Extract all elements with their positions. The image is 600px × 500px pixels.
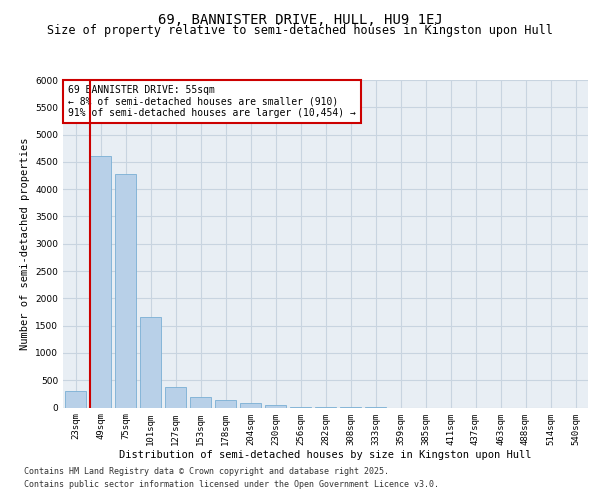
Bar bbox=[90, 156, 111, 408]
Bar bbox=[165, 388, 186, 407]
Bar bbox=[265, 405, 286, 407]
Text: Contains public sector information licensed under the Open Government Licence v3: Contains public sector information licen… bbox=[24, 480, 439, 489]
Bar bbox=[215, 400, 236, 407]
Text: Contains HM Land Registry data © Crown copyright and database right 2025.: Contains HM Land Registry data © Crown c… bbox=[24, 467, 389, 476]
Y-axis label: Number of semi-detached properties: Number of semi-detached properties bbox=[20, 138, 29, 350]
Text: Size of property relative to semi-detached houses in Kingston upon Hull: Size of property relative to semi-detach… bbox=[47, 24, 553, 37]
Text: 69, BANNISTER DRIVE, HULL, HU9 1EJ: 69, BANNISTER DRIVE, HULL, HU9 1EJ bbox=[158, 12, 442, 26]
Bar bbox=[240, 403, 261, 407]
Bar bbox=[140, 318, 161, 408]
Bar bbox=[190, 397, 211, 407]
Text: 69 BANNISTER DRIVE: 55sqm
← 8% of semi-detached houses are smaller (910)
91% of : 69 BANNISTER DRIVE: 55sqm ← 8% of semi-d… bbox=[68, 85, 356, 118]
X-axis label: Distribution of semi-detached houses by size in Kingston upon Hull: Distribution of semi-detached houses by … bbox=[119, 450, 532, 460]
Bar bbox=[290, 406, 311, 408]
Bar bbox=[115, 174, 136, 408]
Bar bbox=[65, 390, 86, 407]
